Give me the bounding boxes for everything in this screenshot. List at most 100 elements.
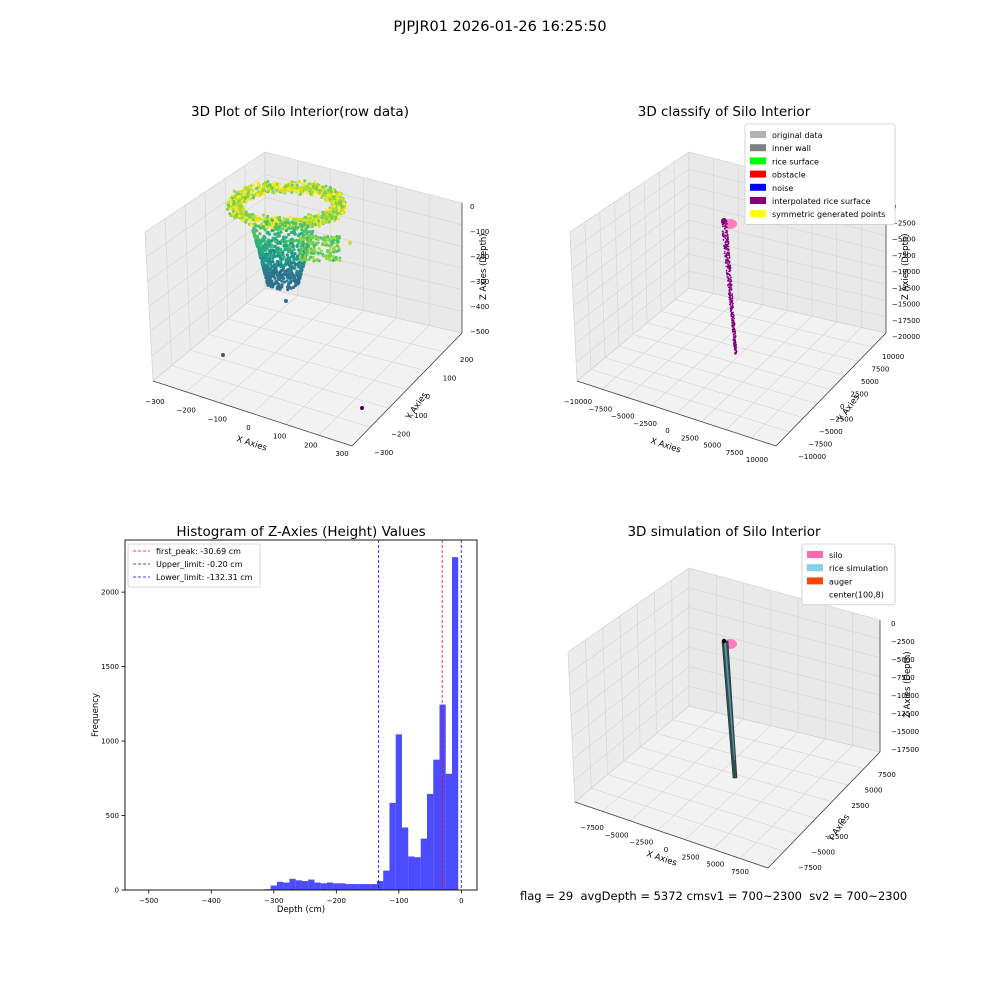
- point: [307, 258, 311, 261]
- legend-frame: [127, 543, 261, 588]
- point: [307, 251, 311, 255]
- point: [274, 186, 278, 190]
- tick-label: −500: [470, 328, 489, 336]
- point: [292, 248, 296, 252]
- grid-line: [572, 666, 690, 760]
- histogram-bar: [370, 884, 377, 890]
- point: [283, 263, 287, 267]
- point: [274, 263, 278, 268]
- point: [258, 226, 263, 230]
- point: [289, 186, 293, 190]
- tick-label: 5000: [703, 442, 721, 450]
- point: [337, 248, 341, 252]
- point: [340, 211, 344, 215]
- point: [235, 206, 239, 210]
- point: [292, 239, 296, 243]
- point: [258, 232, 262, 236]
- grid-line: [712, 738, 826, 850]
- point: [261, 249, 265, 253]
- point: [262, 266, 266, 270]
- interp-point: [726, 266, 729, 269]
- point: [264, 240, 268, 244]
- grid-line: [688, 685, 881, 734]
- point: [279, 265, 283, 269]
- interp-point: [725, 241, 727, 244]
- histogram-bar: [308, 879, 315, 890]
- outlier-point: [348, 241, 352, 245]
- point: [264, 254, 268, 258]
- tick-label: −200: [470, 253, 489, 261]
- point: [235, 212, 239, 216]
- point: [312, 251, 316, 255]
- point: [290, 226, 294, 230]
- status-footer: flag = 29 avgDepth = 5372 cmsv1 = 700~23…: [520, 889, 907, 903]
- point: [305, 218, 309, 222]
- interp-point: [724, 227, 726, 230]
- point: [320, 195, 324, 199]
- tick-label: −7500: [798, 864, 822, 872]
- grid-line: [629, 718, 744, 822]
- point: [268, 218, 272, 222]
- interp-point: [733, 348, 736, 350]
- interp-point: [727, 278, 729, 280]
- tick-label: −12500: [892, 284, 920, 292]
- tick-label: −400: [470, 303, 489, 311]
- interp-point: [731, 325, 733, 328]
- interp-point: [725, 265, 727, 268]
- histogram-bar: [451, 557, 459, 890]
- point: [263, 216, 267, 221]
- chart3-reference-lines: [378, 540, 462, 890]
- tick-label: −100: [470, 228, 489, 236]
- interp-point: [721, 225, 724, 227]
- point: [283, 224, 287, 228]
- point: [263, 236, 267, 240]
- interp-point: [723, 235, 726, 238]
- tick-label: −2500: [825, 833, 849, 841]
- x-tick-label: −400: [202, 897, 221, 905]
- chart1-tick-labels: −300 −200 −100 0 100 200 300 −300 −200 −100 0 100 20…: [145, 203, 489, 458]
- interp-point: [723, 225, 726, 228]
- interp-point: [721, 235, 724, 237]
- point: [291, 266, 295, 270]
- point: [230, 196, 235, 200]
- x-axis-line: [152, 380, 353, 447]
- point: [270, 243, 274, 248]
- interp-point: [735, 350, 738, 353]
- interp-point: [729, 274, 731, 277]
- tick-label: −5000: [611, 413, 635, 421]
- point: [286, 187, 290, 191]
- chart-histogram: Histogram of Z-Axies (Height) Values −50…: [91, 524, 478, 915]
- point: [329, 187, 333, 191]
- point: [287, 282, 291, 286]
- grid-line: [569, 607, 690, 696]
- point: [241, 189, 245, 193]
- interp-point: [734, 330, 736, 333]
- tick-label: −10000: [891, 692, 919, 700]
- grid-line: [688, 646, 881, 696]
- interp-point: [728, 298, 731, 301]
- chart4-x-axis-label: X Axies: [645, 849, 678, 868]
- point: [326, 243, 330, 247]
- interp-point: [731, 318, 733, 320]
- point: [286, 249, 291, 254]
- grid-line: [573, 686, 690, 781]
- tick-label: −2500: [891, 638, 915, 646]
- tick-label: −7500: [589, 405, 613, 413]
- point: [332, 236, 336, 240]
- point: [267, 261, 271, 265]
- tick-label: −10000: [798, 453, 826, 461]
- point: [323, 190, 327, 195]
- point: [330, 237, 334, 241]
- chart2-legend: original data inner wall rice surface obsta…: [744, 123, 896, 225]
- point: [275, 254, 279, 258]
- chart3-y-ticks: 0 500 1000 1500 2000: [101, 589, 125, 895]
- point: [242, 199, 246, 204]
- point: [261, 213, 266, 217]
- point: [277, 234, 281, 238]
- interp-point: [729, 267, 732, 270]
- x-tick-label: −500: [139, 897, 158, 905]
- footer-sv1: sv1 = 700~2300: [704, 889, 802, 903]
- point: [313, 217, 317, 221]
- grid-line: [591, 788, 785, 852]
- point: [275, 189, 279, 193]
